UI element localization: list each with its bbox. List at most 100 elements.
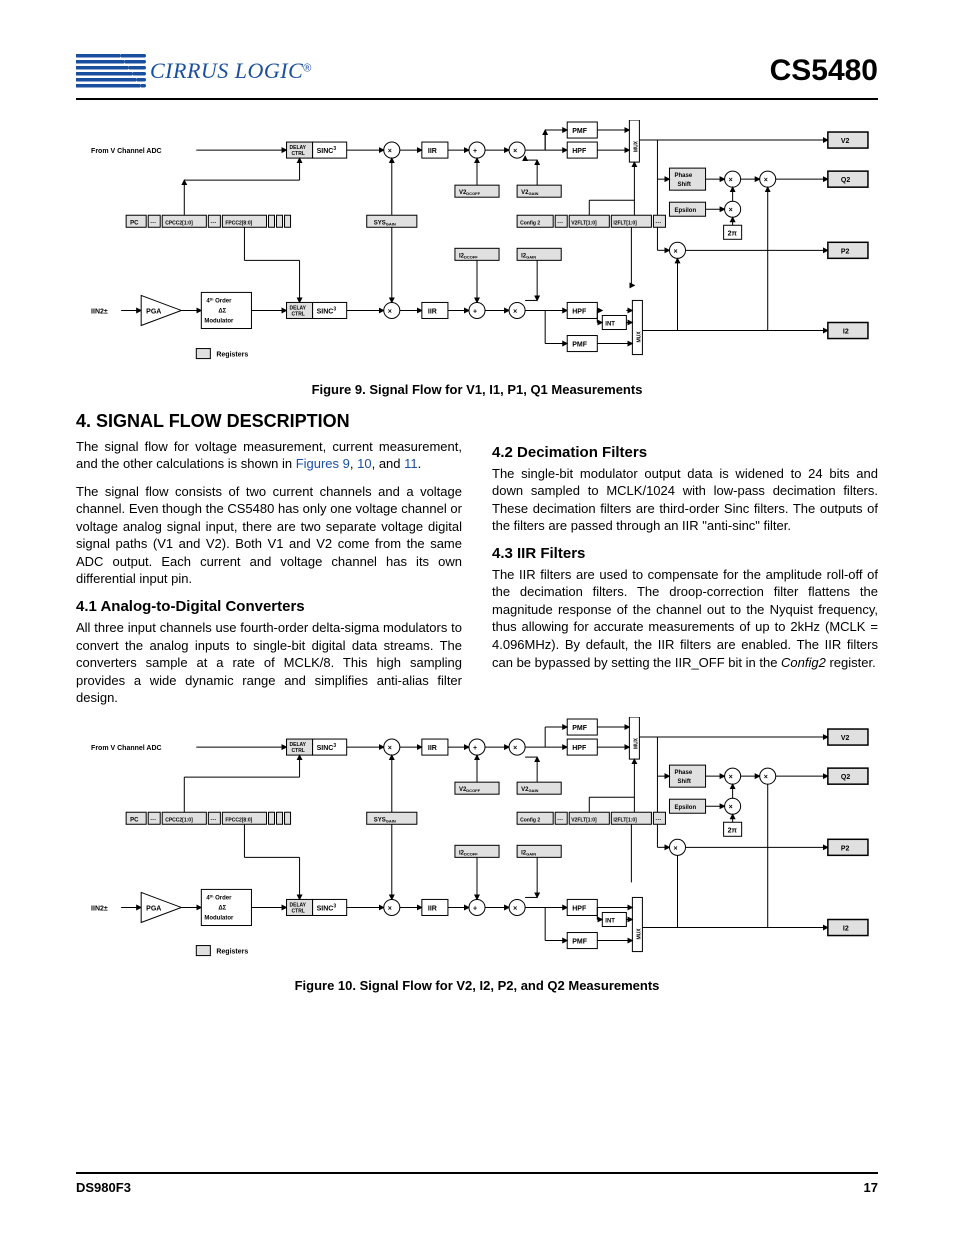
svg-text:×: × [513,308,517,315]
svg-text:SYSGAIN: SYSGAIN [374,817,396,823]
svg-text:···: ··· [210,220,216,226]
svg-text:×: × [729,804,733,811]
svg-text:×: × [729,774,733,781]
svg-text:×: × [764,774,768,781]
svg-text:Phase: Phase [674,173,692,179]
intro-paragraph-2: The signal flow consists of two current … [76,483,462,588]
svg-text:V2: V2 [841,138,850,145]
svg-text:PC: PC [130,817,139,823]
svg-text:Epsilon: Epsilon [674,208,696,214]
svg-text:HPF: HPF [572,308,587,315]
svg-text:×: × [388,148,392,155]
svg-text:V2FLT[1:0]: V2FLT[1:0] [571,220,597,226]
svg-text:PMF: PMF [572,725,588,732]
svg-text:Registers: Registers [216,352,248,359]
intro-paragraph-1: The signal flow for voltage measurement,… [76,438,462,473]
company-logo: CIRRUS LOGIC® [76,52,311,90]
svg-text:×: × [513,745,517,752]
svg-text:+: + [473,745,477,752]
svg-text:INT: INT [605,322,615,328]
svg-text:MUX: MUX [636,331,642,343]
svg-text:2π: 2π [728,230,738,237]
link-figure-9[interactable]: Figures 9 [296,456,350,471]
svg-text:PC: PC [130,220,139,226]
svg-text:×: × [729,207,733,214]
svg-text:From V Channel ADC: From V Channel ADC [91,745,162,752]
svg-text:IIN2±: IIN2± [91,905,108,912]
svg-text:2π: 2π [728,827,738,834]
svg-text:ΔΣ: ΔΣ [218,308,226,314]
svg-text:PMF: PMF [572,938,588,945]
svg-text:···: ··· [150,220,156,226]
svg-text:Config 2: Config 2 [520,817,540,823]
svg-text:Epsilon: Epsilon [674,805,696,811]
svg-text:SYSGAIN: SYSGAIN [374,220,396,226]
svg-text:Modulator: Modulator [204,318,234,324]
svg-text:Q2: Q2 [841,774,850,781]
svg-text:×: × [673,845,677,852]
svg-text:MUX: MUX [633,140,639,152]
svg-text:I2FLT[1:0]: I2FLT[1:0] [613,817,637,823]
svg-text:V2DCOFF: V2DCOFF [459,190,481,196]
svg-text:CPCC2[1:0]: CPCC2[1:0] [165,220,193,226]
svg-text:ΔΣ: ΔΣ [218,905,226,911]
section-4-1-title: 4.1 Analog-to-Digital Converters [76,598,462,615]
page-footer: DS980F3 17 [76,1172,878,1195]
svg-text:HPF: HPF [572,745,587,752]
svg-text:HPF: HPF [572,905,587,912]
svg-text:V2GAIN: V2GAIN [521,190,538,196]
svg-text:+: + [473,148,477,155]
svg-text:I2GAIN: I2GAIN [521,850,536,856]
svg-text:×: × [729,177,733,184]
page-number: 17 [864,1180,878,1195]
svg-text:Shift: Shift [677,779,690,785]
section-4-3-title: 4.3 IIR Filters [492,545,878,562]
svg-text:V2: V2 [841,735,850,742]
page-header: CIRRUS LOGIC® CS5480 [76,52,878,100]
svg-text:I2GAIN: I2GAIN [521,253,536,259]
svg-text:MUX: MUX [633,737,639,749]
svg-text:CTRL: CTRL [292,311,305,317]
svg-text:IIN2±: IIN2± [91,308,108,315]
link-figure-10[interactable]: 10 [357,456,371,471]
section-4-1-body: All three input channels use fourth-orde… [76,619,462,707]
svg-text:V2FLT[1:0]: V2FLT[1:0] [571,817,597,823]
svg-text:···: ··· [557,220,563,226]
svg-text:Q2: Q2 [841,177,850,184]
product-id: CS5480 [770,54,878,88]
left-column: The signal flow for voltage measurement,… [76,438,462,717]
right-column: 4.2 Decimation Filters The single-bit mo… [492,438,878,717]
svg-text:Modulator: Modulator [204,915,234,921]
link-figure-11[interactable]: 11 [404,456,418,471]
svg-text:IIR: IIR [428,745,437,752]
svg-text:I2: I2 [843,329,849,336]
svg-text:P2: P2 [841,845,850,852]
svg-text:PGA: PGA [146,905,161,912]
svg-text:···: ··· [655,220,661,226]
svg-text:×: × [673,248,677,255]
svg-text:···: ··· [210,817,216,823]
svg-text:CPCC2[1:0]: CPCC2[1:0] [165,817,193,823]
svg-text:CTRL: CTRL [292,748,305,754]
svg-text:I2DCOFF: I2DCOFF [459,850,478,856]
svg-text:FPCC2[8:0]: FPCC2[8:0] [225,817,252,823]
svg-text:INT: INT [605,918,615,924]
section-4-2-body: The single-bit modulator output data is … [492,465,878,535]
svg-text:IIR: IIR [428,148,437,155]
svg-text:P2: P2 [841,248,850,255]
label-v-channel: From V Channel ADC [91,148,162,155]
svg-text:HPF: HPF [572,148,587,155]
svg-text:PGA: PGA [146,308,161,315]
figure-9-caption: Figure 9. Signal Flow for V1, I1, P1, Q1… [76,382,878,397]
svg-text:V2GAIN: V2GAIN [521,787,538,793]
svg-text:+: + [473,905,477,912]
svg-text:Config 2: Config 2 [520,220,540,226]
svg-text:PMF: PMF [572,342,588,349]
logo-text: CIRRUS LOGIC [150,58,303,83]
svg-text:CTRL: CTRL [292,151,305,157]
figure-10-caption: Figure 10. Signal Flow for V2, I2, P2, a… [76,978,878,993]
svg-text:×: × [388,905,392,912]
svg-text:+: + [473,308,477,315]
svg-text:IIR: IIR [428,905,437,912]
svg-text:MUX: MUX [636,928,642,940]
